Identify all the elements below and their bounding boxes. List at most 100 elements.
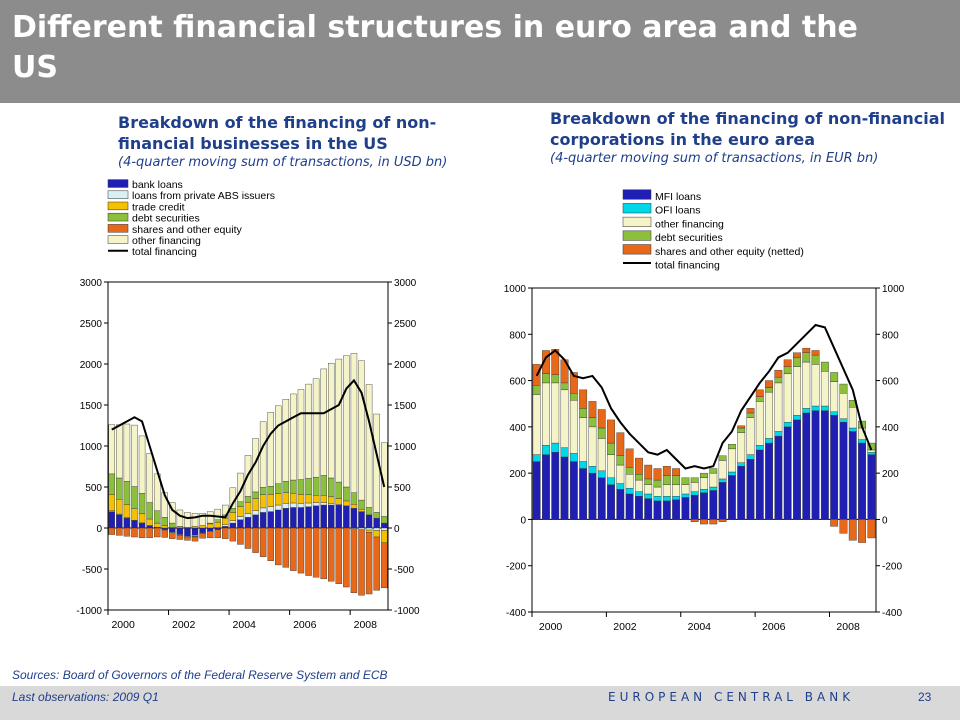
us-bar-bank-loans	[214, 527, 221, 530]
sources-note: Sources: Board of Governors of the Feder…	[12, 668, 388, 682]
ea-bar-shares-and-other-equity-netted	[774, 369, 783, 378]
ea-bar-mfi-loans	[774, 435, 783, 520]
us-bar-trade-credit	[146, 518, 153, 526]
ea-bar-ofi-loans	[793, 415, 801, 421]
ea-bar-shares-and-other-equity-netted	[588, 401, 597, 418]
us-bar-debt-securities	[290, 479, 297, 494]
title-bar: Different financial structures in euro a…	[0, 0, 960, 103]
us-bar-shares-and-other-equity	[176, 535, 184, 540]
ea-bar-shares-and-other-equity-netted	[579, 389, 588, 409]
ea-ytick-label-right: -200	[882, 562, 902, 573]
ea-chart-title: Breakdown of the financing of non-financ…	[550, 109, 945, 149]
ea-bar-debt-securities	[718, 455, 727, 461]
us-bar-bank-loans	[358, 511, 365, 529]
us-chart-title: Breakdown of the financing of non-financ…	[118, 113, 437, 153]
ea-bar-other-financing	[830, 381, 839, 413]
ea-bar-debt-securities	[727, 444, 736, 450]
us-bar-loans-from-private-abs-issuers	[259, 507, 267, 513]
us-bar-trade-credit	[282, 492, 290, 504]
ea-bar-ofi-loans	[625, 487, 634, 495]
us-ytick-label-left: 1500	[80, 401, 103, 412]
us-bar-loans-from-private-abs-issuers	[267, 506, 274, 512]
ea-bar-mfi-loans	[588, 472, 597, 520]
us-bar-other-financing	[267, 412, 274, 487]
ea-bar-shares-and-other-equity-netted	[746, 408, 755, 414]
us-xtick-label: 2008	[354, 619, 378, 631]
us-bar-shares-and-other-equity	[116, 527, 123, 536]
ea-bar-mfi-loans	[737, 466, 746, 520]
us-bar-trade-credit	[153, 522, 161, 528]
us-bar-loans-from-private-abs-issuers	[328, 503, 335, 506]
ea-bar-ofi-loans	[811, 405, 820, 411]
ea-bar-mfi-loans	[542, 454, 550, 520]
us-bar-bank-loans	[206, 527, 214, 532]
us-bar-shares-and-other-equity	[335, 527, 343, 584]
ea-bar-mfi-loans	[811, 410, 820, 520]
us-legend-label-debt-securities: debt securities	[132, 213, 200, 225]
ea-ytick-label-right: 600	[882, 377, 899, 388]
us-bar-other-financing	[350, 353, 358, 493]
us-bar-trade-credit	[131, 508, 138, 521]
ea-bar-shares-and-other-equity-netted	[783, 359, 792, 367]
ea-bar-debt-securities	[737, 427, 746, 433]
ea-bar-ofi-loans	[774, 431, 783, 437]
us-bar-loans-from-private-abs-issuers	[297, 503, 305, 508]
ea-bar-ofi-loans	[607, 477, 615, 485]
ea-ytick-label-left: 200	[509, 469, 526, 480]
us-bar-shares-and-other-equity	[380, 542, 388, 589]
ea-bar-ofi-loans	[542, 445, 550, 455]
ea-bar-shares-and-other-equity-netted	[569, 372, 578, 394]
us-bar-trade-credit	[206, 523, 214, 529]
us-bar-shares-and-other-equity	[222, 527, 229, 539]
ea-bar-shares-and-other-equity-netted	[709, 519, 718, 525]
us-bar-loans-from-private-abs-issuers	[365, 527, 373, 531]
ea-ytick-label-right: 400	[882, 423, 899, 434]
ea-bar-debt-securities	[662, 475, 671, 485]
ea-bar-debt-securities	[579, 408, 588, 418]
ea-bar-ofi-loans	[653, 496, 662, 502]
ea-bar-debt-securities	[802, 352, 811, 363]
us-bar-bank-loans	[146, 525, 153, 529]
us-bar-trade-credit	[244, 501, 252, 514]
slide-title: Different financial structures in euro a…	[12, 10, 858, 85]
us-bar-trade-credit	[214, 522, 221, 528]
us-bar-shares-and-other-equity	[108, 527, 116, 535]
ea-bar-mfi-loans	[560, 456, 569, 520]
us-ytick-label-right: -1000	[394, 606, 420, 617]
us-bar-bank-loans	[123, 517, 131, 529]
us-ytick-label-left: 0	[96, 524, 102, 535]
ea-bar-shares-and-other-equity-netted	[830, 519, 839, 527]
ea-bar-other-financing	[746, 417, 755, 455]
us-bar-trade-credit	[343, 500, 350, 507]
ea-bar-shares-and-other-equity-netted	[625, 448, 634, 468]
ea-bar-shares-and-other-equity-netted	[607, 419, 615, 444]
ea-bar-mfi-loans	[718, 482, 727, 520]
ea-bar-other-financing	[542, 382, 550, 446]
ea-bar-ofi-loans	[727, 471, 736, 476]
us-bar-shares-and-other-equity	[131, 527, 138, 538]
us-bar-other-financing	[328, 362, 335, 479]
ecb-wordmark: EUROPEAN CENTRAL BANK	[608, 690, 855, 704]
us-bar-bank-loans	[343, 505, 350, 529]
us-bar-trade-credit	[123, 504, 131, 518]
ea-chart: -400 -400 -200 -200 0 0 200 200 400 400 600 600 800 8…	[504, 189, 905, 633]
ea-ytick-label-right: -400	[882, 608, 902, 619]
us-bar-loans-from-private-abs-issuers	[282, 503, 290, 509]
us-bar-debt-securities	[365, 507, 373, 516]
ea-bar-shares-and-other-equity-netted	[718, 519, 727, 522]
us-legend-swatch-other-financing	[107, 235, 129, 244]
ea-bar-other-financing	[709, 472, 718, 488]
us-bar-debt-securities	[169, 522, 176, 528]
ea-xtick-label: 2000	[539, 621, 563, 633]
ea-bar-ofi-loans	[820, 405, 829, 411]
us-bar-shares-and-other-equity	[365, 532, 373, 595]
us-legend-swatch-debt-securities	[107, 212, 129, 222]
us-bar-shares-and-other-equity	[350, 528, 358, 593]
us-bar-trade-credit	[116, 499, 123, 515]
us-bar-shares-and-other-equity	[358, 529, 365, 596]
ea-bar-debt-securities	[616, 455, 625, 466]
us-ytick-label-right: 3000	[394, 278, 417, 289]
us-legend-label-total-financing: total financing	[132, 246, 197, 258]
ea-bar-debt-securities	[560, 382, 569, 391]
